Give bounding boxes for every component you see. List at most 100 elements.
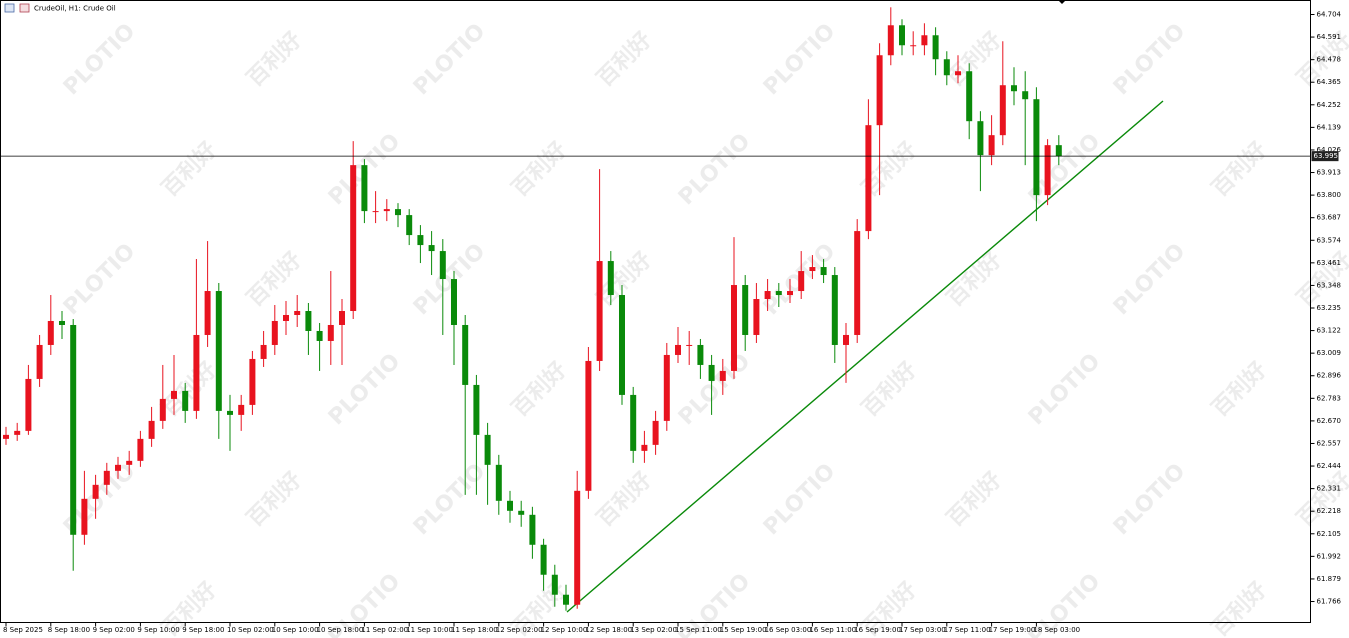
watermark: PLOTIO	[59, 19, 140, 100]
candle-body	[854, 231, 861, 335]
candle-body	[92, 484, 99, 499]
x-tick-label: 16 Sep 03:00	[765, 626, 812, 634]
y-tick-label: 61.992	[1317, 552, 1342, 560]
candle-body	[339, 311, 345, 325]
candle-body	[327, 324, 334, 341]
price-label: 63.995	[1314, 152, 1339, 160]
chart-title: CrudeOil, H1: Crude Oil	[34, 5, 116, 13]
watermark: 百利好	[942, 467, 1007, 532]
candle-body	[159, 398, 166, 421]
candle-body	[361, 165, 368, 212]
candle-body	[227, 410, 233, 415]
x-tick-label: 16 Sep 19:00	[854, 626, 901, 634]
x-tick-label: 8 Sep 2025	[3, 626, 43, 634]
candle-body	[652, 420, 659, 445]
candle-body	[798, 271, 805, 292]
watermark: PLOTIO	[409, 239, 490, 320]
candle-body	[350, 165, 357, 312]
candle-body	[619, 295, 625, 395]
x-tick-label: 8 Sep 18:00	[48, 626, 90, 634]
candle-body	[171, 390, 177, 399]
y-tick-label: 63.574	[1317, 236, 1342, 244]
candle-body	[1011, 85, 1017, 92]
candle-body	[753, 299, 760, 335]
candle-body	[283, 314, 289, 321]
candle-body	[473, 384, 480, 435]
candle-body	[820, 267, 827, 276]
candle-body	[988, 135, 995, 156]
marker	[1058, 0, 1066, 4]
watermark: PLOTIO	[759, 459, 840, 540]
candle-body	[204, 291, 211, 335]
y-tick-label: 62.218	[1317, 507, 1342, 515]
x-tick-label: 12 Sep 10:00	[541, 626, 588, 634]
x-tick-label: 17 Sep 11:00	[944, 626, 991, 634]
x-tick-label: 12 Sep 02:00	[496, 626, 543, 634]
candle-body	[103, 470, 110, 485]
watermark: 百利好	[1207, 577, 1272, 638]
y-tick-label: 62.783	[1317, 394, 1342, 402]
x-tick-label: 11 Sep 10:00	[406, 626, 453, 634]
x-tick-label: 11 Sep 18:00	[451, 626, 498, 634]
candle-body	[126, 460, 133, 465]
watermark: 百利好	[242, 467, 307, 532]
y-tick-label: 64.704	[1317, 10, 1342, 18]
candle-body	[1044, 145, 1051, 196]
x-tick-label: 18 Sep 03:00	[1033, 626, 1080, 634]
watermark: PLOTIO	[1109, 459, 1190, 540]
y-tick-label: 62.331	[1317, 485, 1342, 493]
y-tick-label: 62.896	[1317, 372, 1342, 380]
y-tick-label: 62.557	[1317, 439, 1342, 447]
watermark: 百利好	[942, 247, 1007, 312]
candle-body	[1055, 145, 1062, 157]
candle-body	[406, 215, 413, 236]
y-tick-label: 64.478	[1317, 56, 1342, 64]
x-tick-label: 15 Sep 11:00	[675, 626, 722, 634]
candle-body	[484, 434, 491, 465]
candle-body	[193, 334, 200, 411]
watermark: 百利好	[507, 137, 572, 202]
watermark: PLOTIO	[324, 349, 405, 430]
candle-body	[663, 354, 670, 421]
x-tick-label: 12 Sep 18:00	[585, 626, 632, 634]
y-tick-label: 64.365	[1317, 78, 1342, 86]
candle-body	[843, 334, 849, 345]
candle-body	[1033, 99, 1040, 196]
watermark: 百利好	[857, 357, 922, 422]
candle-body	[932, 35, 939, 60]
candle-body	[574, 490, 581, 605]
watermark: 百利好	[592, 27, 657, 92]
candle-body	[585, 360, 592, 491]
x-tick-label: 16 Sep 11:00	[809, 626, 856, 634]
candle-body	[697, 344, 704, 365]
watermark: 百利好	[157, 357, 222, 422]
y-tick-label: 63.235	[1317, 304, 1342, 312]
candle-body	[249, 358, 256, 405]
candle-body	[876, 55, 883, 126]
x-tick-label: 9 Sep 02:00	[93, 626, 135, 634]
candle-body	[899, 25, 905, 46]
candle-body	[596, 261, 603, 361]
candle-body	[451, 279, 457, 325]
watermark: PLOTIO	[409, 459, 490, 540]
candle-body	[719, 370, 726, 381]
candle-body	[518, 510, 525, 515]
x-tick-label: 9 Sep 18:00	[182, 626, 224, 634]
candle-body	[507, 500, 513, 511]
watermark: 百利好	[1207, 357, 1272, 422]
y-tick-label: 62.670	[1317, 417, 1342, 425]
candle-body	[921, 35, 928, 46]
candle-body	[3, 434, 9, 439]
candle-body	[787, 291, 793, 296]
candle-body	[563, 594, 569, 605]
x-tick-label: 17 Sep 03:00	[899, 626, 946, 634]
x-tick-label: 17 Sep 19:00	[989, 626, 1036, 634]
watermark: PLOTIO	[1024, 349, 1105, 430]
candle-body	[47, 320, 54, 345]
y-tick-label: 63.461	[1317, 259, 1342, 267]
candle-body	[36, 344, 43, 379]
candle-body	[372, 211, 379, 213]
candle-body	[607, 261, 614, 296]
chart-icon	[19, 3, 30, 13]
